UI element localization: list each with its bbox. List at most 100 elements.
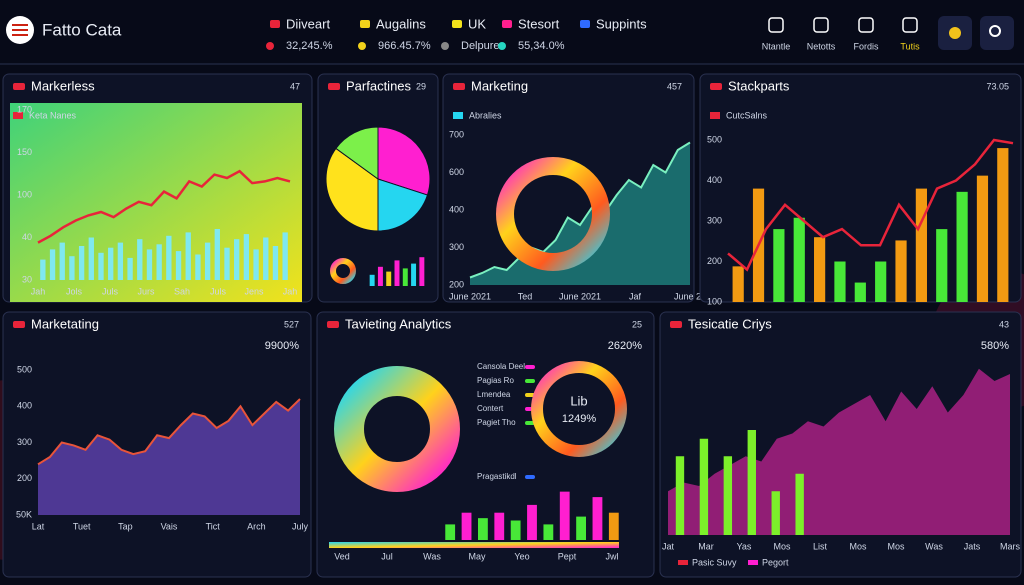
nav-label[interactable]: Fordis [853,41,879,51]
legend-swatch [748,560,758,565]
bar [461,512,472,540]
nav-icon[interactable] [902,17,918,33]
y-axis-label: 500 [17,364,32,374]
list-swatch [525,393,535,397]
nav-button-icon [949,27,961,39]
bar [214,229,220,280]
x-axis-label: Mos [773,541,791,551]
nav-label[interactable]: Tutis [900,41,920,51]
bar [253,249,259,280]
bar [559,491,570,540]
pie-slice [325,147,379,232]
bar [771,491,780,535]
x-axis-label: Jul [381,551,393,561]
list-swatch [525,421,535,425]
bar [117,242,124,280]
donut-center: 1249% [562,413,596,425]
panel-marker [453,83,465,90]
bar [377,266,383,286]
x-axis-label: Was [423,551,441,561]
bar [137,239,143,280]
x-axis-label: Mos [849,541,867,551]
stat-value: 55,34.0% [518,40,565,52]
panel-badge[interactable]: 25 [632,319,642,329]
panel-title: Tavieting Analytics [345,316,452,331]
panel-badge[interactable]: 47 [290,81,300,91]
y-axis-label: 200 [707,256,722,266]
bar [936,229,948,302]
bar [69,256,75,280]
x-axis-label: Juls [102,286,119,296]
panel-marker [710,83,722,90]
nav-label[interactable]: Ntantle [762,41,791,51]
x-axis-label: Ted [518,291,533,301]
legend-swatch [360,20,370,28]
legend-label: Pegort [762,557,789,567]
search-button[interactable] [980,16,1014,50]
bar [282,232,288,280]
x-axis-label: Was [925,541,943,551]
x-axis-label: June 2021 [449,291,491,301]
legend-swatch [710,112,720,119]
panel-badge[interactable]: 43 [999,319,1009,329]
x-axis-label: Jaf [629,291,642,301]
x-axis-label: Sah [174,286,190,296]
bar [411,263,417,286]
list-label: Pagiet Tho [477,418,516,427]
panel-marker [328,83,340,90]
legend-swatch [270,20,280,28]
bar [49,249,56,280]
bar [234,239,240,280]
bar [608,512,619,540]
y-axis-label: 200 [17,473,32,483]
pie-slice [377,126,431,196]
bar [875,261,887,302]
panel-badge[interactable]: 29 [416,81,426,91]
plot-background [10,103,302,302]
bar [814,237,826,302]
nav-icon[interactable] [813,17,829,33]
bar [369,274,375,286]
panel-subvalue: 580% [981,340,1009,352]
list-swatch [525,365,535,369]
stat-value: Delpures [461,40,506,52]
bar [834,261,846,302]
logo-icon [12,24,28,36]
y-axis-label: 170 [17,104,32,114]
bar [773,229,785,302]
pie-slice [377,178,429,232]
x-axis-label: July [292,521,309,531]
x-axis-label: Yeo [514,551,529,561]
nav-icon[interactable] [768,17,784,33]
stat-dot [358,42,366,50]
y-axis-label: 100 [17,189,32,199]
bar [146,249,153,280]
y-axis-label: 300 [707,215,722,225]
panel-badge[interactable]: 457 [667,81,682,91]
nav-label[interactable]: Netotts [807,41,836,51]
legend-label: UK [468,16,486,31]
bar [166,235,172,280]
stat-value: 966.45.7% [378,40,431,52]
x-axis-label: May [468,551,486,561]
legend-swatch [580,20,590,28]
stat-dot [266,42,274,50]
bar [402,268,408,286]
bar [543,524,554,540]
donut-decor [531,361,627,457]
bar [976,175,989,302]
list-label: Lmendea [477,390,511,399]
pie-slice [335,126,379,180]
x-axis-label: Mar [698,541,714,551]
y-axis-label: 300 [17,437,32,447]
nav-icon[interactable] [858,17,874,33]
x-axis-label: Tuet [73,521,91,531]
bar [419,257,425,286]
x-axis-label: Tap [118,521,133,531]
panel-badge[interactable]: 73.05 [986,81,1009,91]
panel-title: Stackparts [728,78,790,93]
bar [576,516,586,540]
x-axis-label: Pept [558,551,577,561]
panel-badge[interactable]: 527 [284,319,299,329]
